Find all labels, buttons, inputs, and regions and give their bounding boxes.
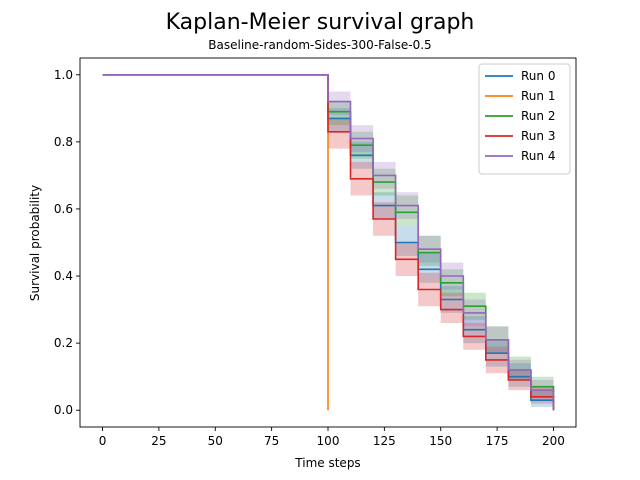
survival-line-run-1 (102, 74, 329, 411)
x-tick-label: 75 (264, 434, 279, 448)
y-tick-label: 0.2 (54, 336, 73, 350)
legend-label-run-3: Run 3 (521, 129, 555, 143)
y-tick-label: 0.4 (54, 269, 73, 283)
y-tick-label: 0.8 (54, 135, 73, 149)
chart-title: Kaplan-Meier survival graph (166, 10, 475, 35)
survival-lines (102, 74, 555, 411)
legend-box (478, 63, 571, 175)
y-axis-label: Survival probability (28, 185, 42, 301)
x-axis-ticks: 0 25 50 75 100 125 150 175 200 (99, 427, 565, 448)
legend-label-run-1: Run 1 (521, 89, 555, 103)
legend-label-run-2: Run 2 (521, 109, 555, 123)
x-tick-label: 100 (317, 434, 340, 448)
ci-band-run-1 (102, 74, 328, 411)
x-axis-label: Time steps (294, 456, 360, 470)
chart-subtitle: Baseline-random-Sides-300-False-0.5 (208, 38, 431, 52)
survival-line-run-4 (102, 74, 555, 411)
x-tick-label: 175 (486, 434, 509, 448)
x-tick-label: 200 (542, 434, 565, 448)
x-tick-label: 0 (99, 434, 107, 448)
legend-label-run-0: Run 0 (521, 69, 555, 83)
survival-line-run-3 (102, 74, 555, 411)
legend-label-run-4: Run 4 (521, 149, 555, 163)
x-tick-label: 125 (373, 434, 396, 448)
y-tick-label: 1.0 (54, 68, 73, 82)
legend: Run 0 Run 1 Run 2 Run 3 Run 4 (478, 63, 571, 175)
x-tick-label: 50 (208, 434, 223, 448)
x-tick-label: 150 (429, 434, 452, 448)
y-tick-label: 0.0 (54, 403, 73, 417)
x-tick-label: 25 (151, 434, 166, 448)
y-tick-label: 0.6 (54, 202, 73, 216)
y-axis-ticks: 0.0 0.2 0.4 0.6 0.8 1.0 (54, 68, 80, 417)
